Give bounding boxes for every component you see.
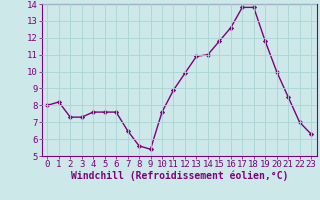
X-axis label: Windchill (Refroidissement éolien,°C): Windchill (Refroidissement éolien,°C) <box>70 171 288 181</box>
